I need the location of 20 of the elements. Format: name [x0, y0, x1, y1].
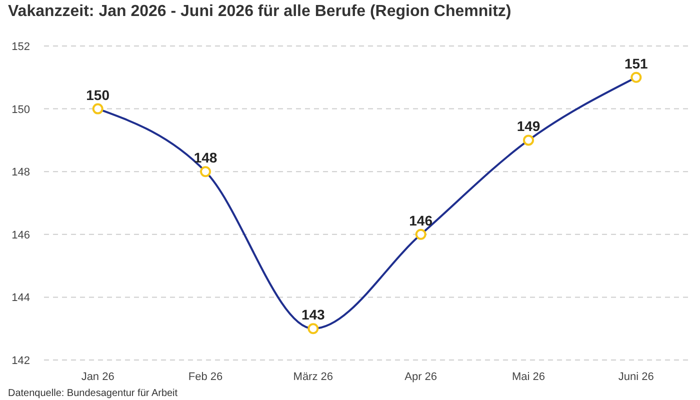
y-tick-label: 144	[12, 292, 30, 304]
y-tick-label: 150	[12, 104, 30, 116]
x-tick-label: Apr 26	[404, 371, 438, 383]
x-tick-label: Jan 26	[81, 371, 114, 383]
y-tick-label: 142	[12, 355, 30, 367]
data-label: 149	[516, 118, 540, 134]
data-label: 151	[624, 55, 648, 72]
y-tick-label: 148	[12, 166, 30, 179]
data-label: 150	[86, 86, 110, 103]
y-tick-label: 152	[12, 41, 30, 53]
x-tick-label: Feb 26	[188, 371, 223, 383]
chart-title: Vakanzzeit: Jan 2026 - Juni 2026 für alle Berufe (Region Chemnitz)	[8, 3, 512, 20]
x-tick-label: Juni 26	[618, 371, 654, 383]
y-tick-label: 146	[12, 229, 30, 242]
data-label: 148	[194, 150, 218, 166]
data-label: 143	[301, 306, 326, 323]
text: Datenquelle: Bundesagentur für Arbeit	[8, 388, 178, 399]
data-label: 146	[409, 212, 433, 228]
x-tick-label: März 26	[293, 371, 334, 383]
x-tick-label: Mai 26	[512, 371, 546, 383]
